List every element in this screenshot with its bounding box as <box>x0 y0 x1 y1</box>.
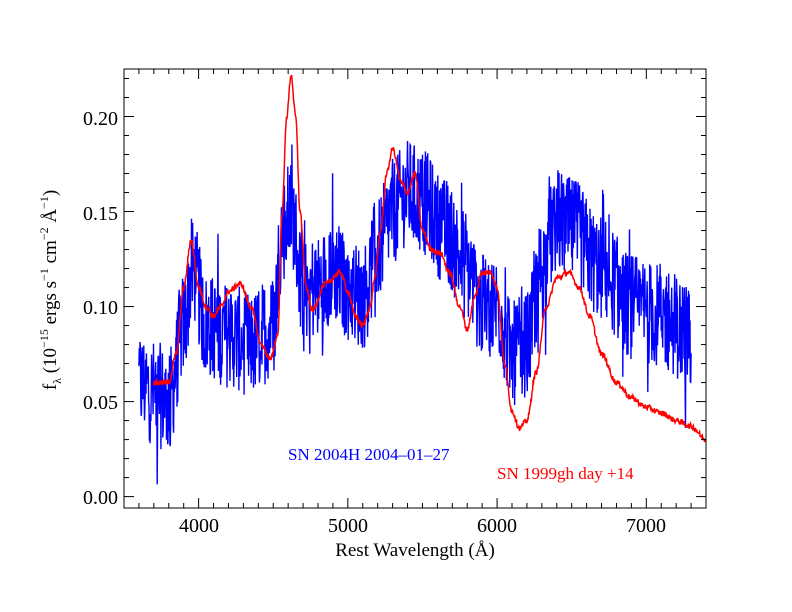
y-label-exp: −1 <box>37 268 51 281</box>
y-tick-label: 0.20 <box>83 108 118 130</box>
y-label-part: cm <box>40 240 61 268</box>
y-tick-label: 0.15 <box>83 203 118 225</box>
y-tick-label: 0.05 <box>83 392 118 414</box>
x-axis-label: Rest Wavelength (Å) <box>335 540 495 561</box>
y-label-exp: −15 <box>37 329 51 348</box>
plot-frame <box>123 68 707 509</box>
legend-sn1999gh: SN 1999gh day +14 <box>497 464 634 483</box>
x-tick-label: 4000 <box>179 515 219 537</box>
y-label-exp: −1 <box>37 196 51 209</box>
y-label-f: f <box>40 383 61 390</box>
x-tick-label: 6000 <box>477 515 517 537</box>
y-label-part: ergs s <box>40 281 61 329</box>
y-label-part: Å <box>40 209 61 228</box>
legend-sn2004h: SN 2004H 2004–01–27 <box>288 445 450 464</box>
y-label-exp: −2 <box>37 227 51 240</box>
series-line-sn1999gh <box>153 74 706 443</box>
y-tick-label: 0.00 <box>83 487 118 509</box>
series-layer <box>138 74 706 485</box>
y-axis-label: fλ (10−15 ergs s−1 cm−2 Å−1) <box>37 190 64 390</box>
x-tick-label: 7000 <box>626 515 666 537</box>
y-label-part: ) <box>40 190 61 196</box>
y-tick-label: 0.10 <box>83 297 118 319</box>
x-tick-label: 5000 <box>328 515 368 537</box>
y-label-sub: λ <box>50 378 64 384</box>
y-label-part: (10 <box>40 348 61 378</box>
series-line-sn2004h <box>138 140 692 485</box>
tick-layer <box>124 69 707 508</box>
